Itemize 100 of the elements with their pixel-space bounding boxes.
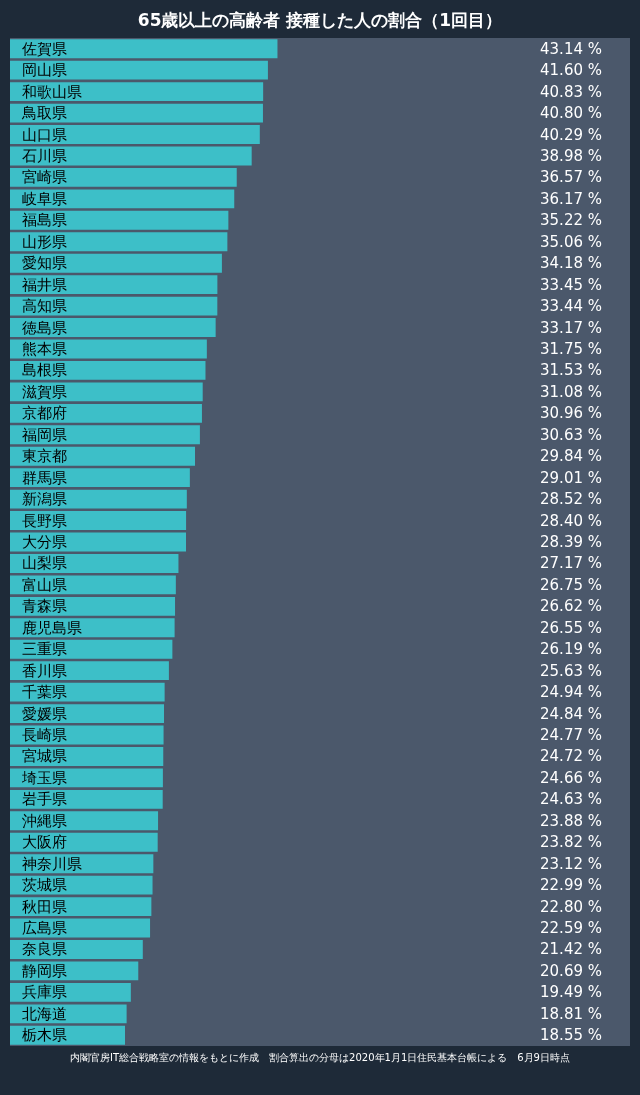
data-label: 22.80 %: [540, 897, 602, 916]
bar: [10, 682, 165, 702]
bar: [10, 403, 202, 423]
data-label: 40.29 %: [540, 125, 602, 144]
y-tick-label: 佐賀県: [22, 39, 67, 58]
data-label: 19.49 %: [540, 983, 602, 1002]
data-label: 40.83 %: [540, 82, 602, 101]
text: 内閣官房IT総合戦略室の情報をもとに作成 割合算出の分母は2020年1月1日住民基本台帳による 6月9日時点: [70, 1052, 570, 1063]
data-label: 30.63 %: [540, 425, 602, 444]
y-tick-label: 京都府: [22, 404, 67, 423]
bar: [10, 789, 163, 809]
y-tick-label: 神奈川県: [22, 854, 82, 873]
bar: [10, 661, 169, 681]
data-label: 29.84 %: [540, 447, 602, 466]
y-tick-label: 茨城県: [22, 876, 67, 895]
data-label: 35.06 %: [540, 232, 602, 251]
y-tick-label: 宮城県: [22, 747, 67, 766]
y-tick-label: 奈良県: [22, 940, 67, 959]
data-label: 35.22 %: [540, 211, 602, 230]
data-label: 24.84 %: [540, 704, 602, 723]
data-label: 33.17 %: [540, 318, 602, 337]
bar: [10, 189, 235, 209]
data-label: 25.63 %: [540, 661, 602, 680]
data-label: 18.81 %: [540, 1004, 602, 1023]
y-tick-label: 長野県: [22, 511, 67, 530]
bar: [10, 82, 264, 102]
y-tick-label: 広島県: [22, 919, 67, 938]
bar: [10, 296, 218, 316]
y-tick-label: 大分県: [22, 533, 67, 551]
y-tick-label: 兵庫県: [22, 983, 67, 1002]
y-tick-label: 福井県: [22, 275, 67, 294]
data-label: 24.72 %: [540, 747, 602, 766]
bar: [10, 425, 200, 445]
y-tick-label: 熊本県: [22, 339, 67, 358]
data-label: 29.01 %: [540, 468, 602, 487]
y-tick-label: 群馬県: [22, 468, 67, 487]
y-tick-label: 東京都: [22, 447, 67, 466]
data-label: 31.75 %: [540, 339, 602, 358]
data-label: 26.62 %: [540, 597, 602, 616]
y-tick-label: 香川県: [22, 661, 67, 680]
y-tick-label: 高知県: [22, 297, 67, 316]
y-tick-label: 長崎県: [22, 726, 67, 745]
bar: [10, 232, 228, 252]
y-tick-label: 埼玉県: [21, 768, 67, 787]
data-label: 43.14 %: [540, 39, 602, 58]
data-label: 36.57 %: [540, 168, 602, 187]
bar: [10, 768, 163, 788]
y-tick-label: 石川県: [22, 146, 67, 165]
data-label: 22.99 %: [540, 876, 602, 895]
data-label: 26.19 %: [540, 640, 602, 659]
y-tick-label: 大阪府: [22, 833, 67, 852]
data-label: 30.96 %: [540, 404, 602, 423]
data-label: 24.66 %: [540, 768, 602, 787]
y-tick-label: 静岡県: [22, 961, 67, 980]
bar: [10, 575, 176, 595]
bar: [10, 210, 229, 230]
data-label: 24.63 %: [540, 790, 602, 809]
data-label: 28.40 %: [540, 511, 602, 530]
data-label: 33.45 %: [540, 275, 602, 294]
data-label: 21.42 %: [540, 940, 602, 959]
y-tick-label: 新潟県: [22, 490, 67, 509]
bar: [10, 360, 206, 380]
y-tick-label: 山形県: [22, 232, 67, 251]
y-tick-label: 三重県: [22, 640, 67, 659]
y-tick-label: 滋賀県: [22, 382, 67, 401]
bar: [10, 253, 222, 273]
y-tick-label: 宮崎県: [22, 168, 67, 187]
bar: [10, 60, 268, 80]
bar: [10, 382, 203, 402]
data-label: 38.98 %: [540, 146, 602, 165]
y-tick-label: 秋田県: [22, 897, 67, 916]
y-tick-label: 栃木県: [22, 1026, 67, 1045]
bar: [10, 318, 216, 337]
bar: [10, 468, 190, 488]
y-tick-label: 山梨県: [22, 554, 67, 573]
y-tick-label: 和歌山県: [22, 82, 82, 101]
y-tick-label: 岡山県: [22, 61, 67, 80]
data-label: 40.80 %: [540, 104, 602, 123]
y-tick-label: 鳥取県: [21, 104, 67, 123]
bar: [10, 125, 260, 144]
bar: [10, 275, 218, 295]
data-label: 23.88 %: [540, 811, 602, 830]
data-label: 31.08 %: [540, 382, 602, 401]
bar: [10, 639, 173, 659]
y-tick-label: 青森県: [22, 597, 67, 616]
data-label: 33.44 %: [540, 297, 602, 316]
y-tick-label: 富山県: [22, 575, 67, 594]
data-label: 26.55 %: [540, 618, 602, 637]
data-label: 23.82 %: [540, 833, 602, 852]
data-label: 31.53 %: [540, 361, 602, 380]
y-tick-label: 北海道: [22, 1004, 67, 1023]
y-tick-label: 島根県: [22, 361, 67, 380]
data-label: 36.17 %: [540, 189, 602, 208]
bar: [10, 39, 278, 59]
y-tick-label: 岐阜県: [22, 189, 67, 208]
data-label: 34.18 %: [540, 254, 602, 273]
data-label: 41.60 %: [540, 61, 602, 80]
bar: [10, 103, 263, 123]
y-tick-label: 沖縄県: [22, 811, 67, 830]
y-tick-label: 鹿児島県: [22, 618, 82, 637]
